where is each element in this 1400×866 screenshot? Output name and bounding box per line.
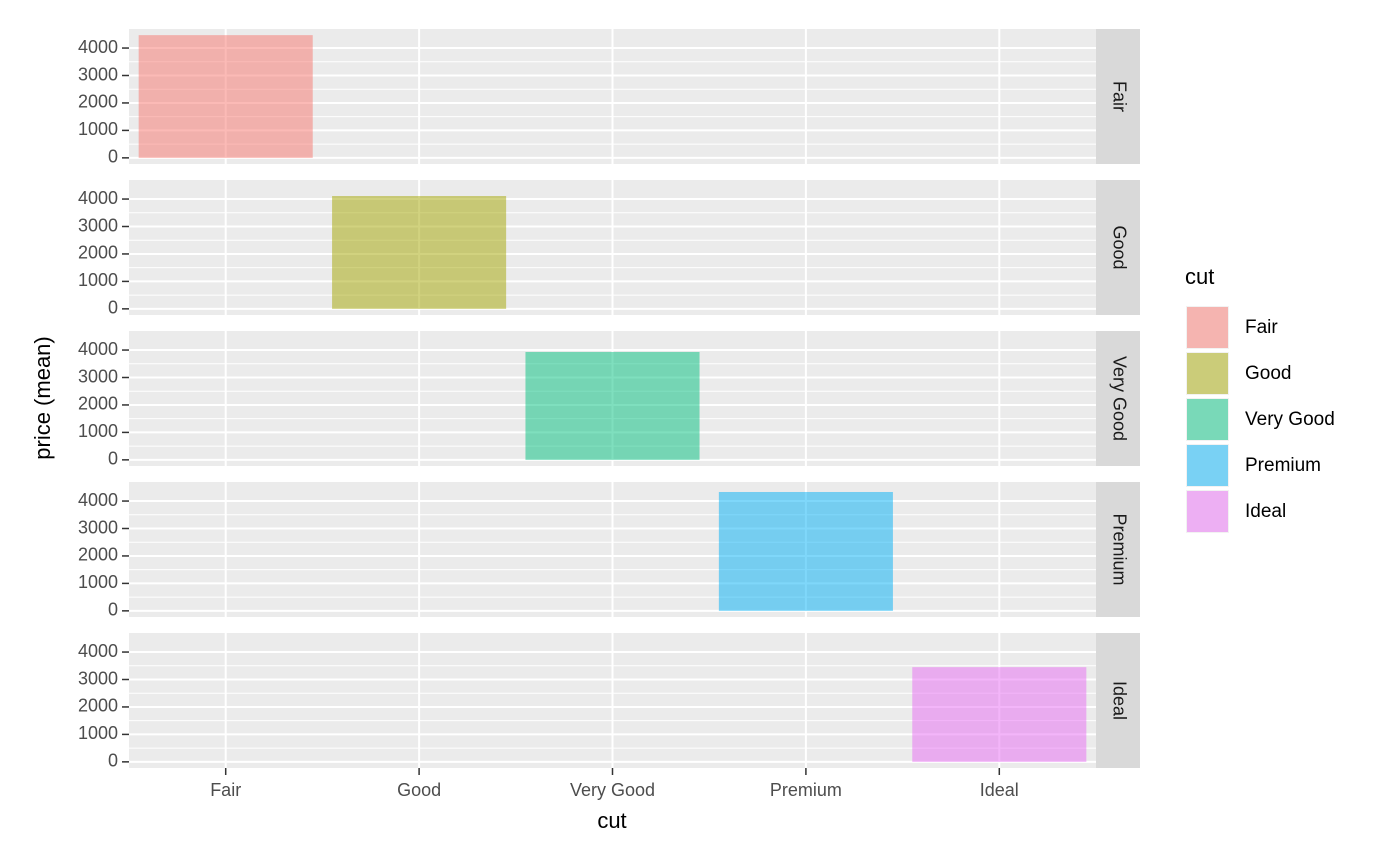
legend-key: [1187, 353, 1228, 394]
y-tick-label: 0: [108, 751, 118, 771]
x-axis-title: cut: [597, 808, 626, 833]
facet-strip: [1096, 331, 1140, 466]
y-tick-label: 4000: [78, 641, 118, 661]
bar: [718, 491, 893, 611]
x-tick-label: Ideal: [980, 780, 1019, 800]
y-tick-label: 3000: [78, 366, 118, 386]
y-tick-label: 3000: [78, 215, 118, 235]
legend-label: Very Good: [1245, 409, 1335, 430]
legend-title: cut: [1185, 264, 1214, 289]
y-tick-label: 1000: [78, 421, 118, 441]
y-tick-label: 2000: [78, 243, 118, 263]
y-tick-label: 3000: [78, 517, 118, 537]
y-tick-label: 0: [108, 600, 118, 620]
y-tick-label: 0: [108, 449, 118, 469]
y-tick-label: 2000: [78, 545, 118, 565]
x-tick-label: Very Good: [570, 780, 655, 800]
y-tick-label: 1000: [78, 119, 118, 139]
y-tick-label: 2000: [78, 92, 118, 112]
facet-label: Premium: [1109, 513, 1129, 585]
y-tick-label: 4000: [78, 490, 118, 510]
legend-key: [1187, 307, 1228, 348]
y-tick-label: 3000: [78, 668, 118, 688]
x-tick-label: Good: [397, 780, 441, 800]
y-tick-label: 2000: [78, 394, 118, 414]
facet-label: Ideal: [1109, 681, 1129, 720]
bar: [332, 196, 507, 309]
bar: [138, 35, 313, 158]
facet-label: Very Good: [1109, 356, 1129, 441]
y-tick-label: 0: [108, 147, 118, 167]
y-tick-label: 4000: [78, 37, 118, 57]
legend-key: [1187, 491, 1228, 532]
y-tick-label: 2000: [78, 696, 118, 716]
facet-strip: [1096, 482, 1140, 617]
y-tick-label: 0: [108, 298, 118, 318]
facet-strip: [1096, 180, 1140, 315]
bar: [525, 351, 700, 460]
legend-label: Ideal: [1245, 501, 1286, 522]
legend-label: Fair: [1245, 317, 1278, 338]
y-tick-label: 1000: [78, 723, 118, 743]
legend-key: [1187, 445, 1228, 486]
y-tick-label: 4000: [78, 188, 118, 208]
y-tick-label: 4000: [78, 339, 118, 359]
bar: [912, 667, 1087, 762]
y-axis-title: price (mean): [30, 336, 55, 459]
legend-label: Premium: [1245, 455, 1321, 476]
facet-strip: [1096, 29, 1140, 164]
x-tick-label: Fair: [210, 780, 241, 800]
facet-strip: [1096, 633, 1140, 768]
y-tick-label: 1000: [78, 572, 118, 592]
y-tick-label: 3000: [78, 64, 118, 84]
x-tick-label: Premium: [770, 780, 842, 800]
y-tick-label: 1000: [78, 270, 118, 290]
legend-label: Good: [1245, 363, 1291, 384]
facet-label: Good: [1109, 225, 1129, 269]
facet-label: Fair: [1109, 81, 1129, 112]
legend-key: [1187, 399, 1228, 440]
